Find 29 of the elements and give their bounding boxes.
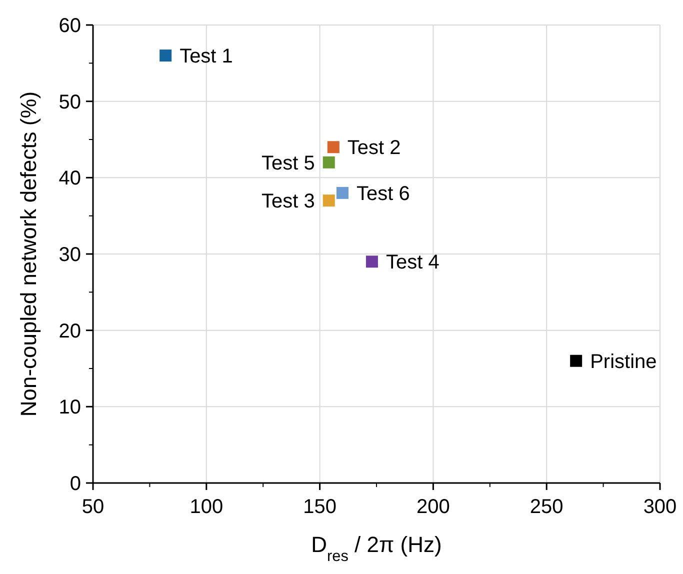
series-label: Test 6: [356, 182, 410, 205]
x-axis-title: D$_{res}$ / 2π (Hz): [311, 532, 442, 564]
y-tick-label: 10: [58, 396, 81, 419]
point: [366, 256, 378, 268]
series-label: Test 2: [347, 137, 401, 160]
y-axis-title: Non-coupled network defects (%): [16, 91, 41, 417]
x-tick-label: 150: [303, 496, 336, 518]
series-label: Pristine: [590, 350, 657, 373]
y-tick-label: 30: [58, 244, 81, 266]
y-tick-label: 0: [70, 473, 81, 495]
series-label: Test 1: [180, 46, 233, 68]
y-tick-label: 40: [58, 168, 81, 190]
y-tick-label: 20: [58, 320, 81, 342]
y-tick-label: 50: [58, 91, 81, 114]
point: [322, 194, 335, 207]
point: [570, 354, 582, 367]
x-tick-label: 50: [82, 496, 104, 518]
series-label: Test 5: [262, 152, 315, 174]
y-tick-label: 60: [58, 15, 81, 37]
point: [322, 156, 335, 168]
point: [160, 50, 172, 62]
point: [327, 141, 340, 154]
x-tick-label: 200: [416, 496, 450, 518]
point: [336, 186, 348, 199]
x-tick-label: 300: [643, 496, 677, 518]
x-tick-label: 100: [190, 496, 224, 518]
series-label: Test 3: [262, 190, 315, 213]
series-label: Test 4: [386, 252, 440, 274]
x-tick-label: 250: [530, 496, 564, 518]
